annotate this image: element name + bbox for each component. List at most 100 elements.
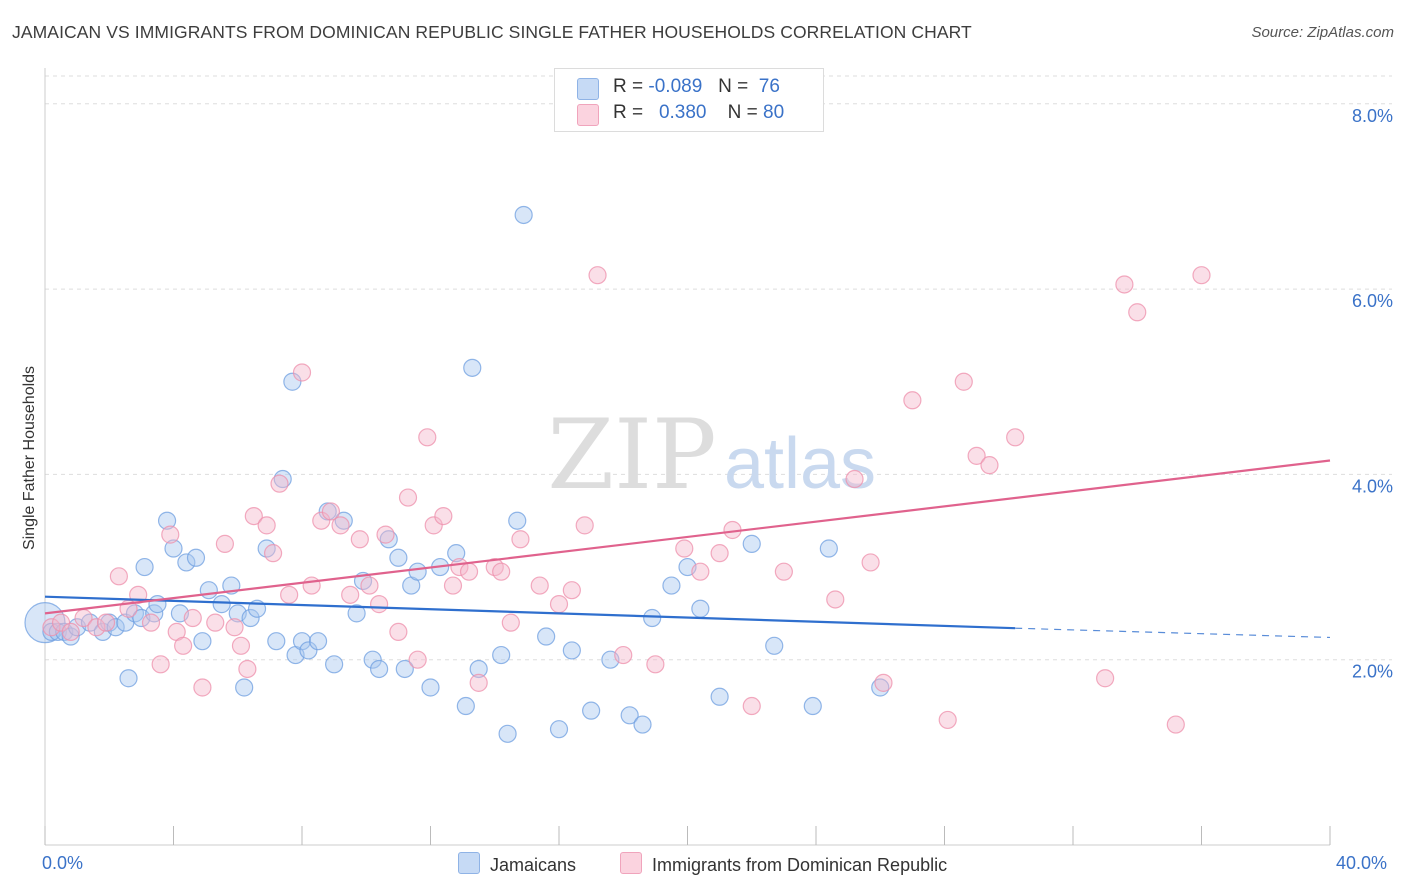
point-dominican bbox=[280, 585, 299, 604]
point-dominican bbox=[341, 585, 360, 604]
point-jamaicans bbox=[370, 659, 389, 679]
point-dominican bbox=[614, 645, 633, 665]
axes bbox=[44, 68, 1331, 846]
point-dominican bbox=[96, 613, 116, 632]
point-jamaicans bbox=[308, 632, 328, 651]
point-dominican bbox=[302, 576, 321, 595]
point-jamaicans bbox=[177, 553, 196, 572]
point-dominican bbox=[321, 502, 341, 521]
point-dominican bbox=[980, 456, 999, 475]
legend-item-jamaicans: Jamaicans bbox=[458, 852, 576, 876]
point-dominican bbox=[646, 655, 665, 674]
point-dominican bbox=[742, 696, 761, 716]
gridlines bbox=[45, 75, 1392, 661]
point-jamaicans bbox=[549, 720, 569, 739]
point-dominican bbox=[408, 650, 427, 669]
point-dominican bbox=[691, 562, 710, 581]
point-jamaicans bbox=[325, 655, 344, 674]
point-dominican bbox=[87, 618, 106, 637]
point-dominican bbox=[469, 673, 488, 692]
point-jamaicans bbox=[582, 701, 601, 720]
point-jamaicans bbox=[643, 608, 662, 628]
point-dominican bbox=[562, 581, 581, 600]
point-jamaicans bbox=[498, 724, 517, 743]
trend-jamaicans-extension bbox=[1015, 627, 1331, 639]
point-dominican bbox=[141, 613, 161, 632]
y-tick-labels: 2.0% 4.0% 6.0% 8.0% bbox=[1352, 106, 1393, 682]
point-dominican bbox=[675, 539, 694, 558]
point-dominican bbox=[331, 516, 350, 535]
x-tick-label-max: 40.0% bbox=[1336, 853, 1388, 873]
point-dominican bbox=[459, 562, 479, 581]
r-value: -0.089 bbox=[648, 76, 703, 97]
stats-text: R = -0.089 N = 76 bbox=[613, 76, 780, 97]
point-dominican bbox=[954, 372, 973, 391]
point-jamaicans bbox=[347, 604, 366, 623]
point-dominican bbox=[511, 530, 530, 549]
point-dominican bbox=[418, 428, 437, 447]
point-dominican bbox=[215, 534, 234, 553]
point-dominican bbox=[109, 567, 128, 586]
point-jamaicans bbox=[119, 669, 138, 688]
point-jamaicans bbox=[765, 636, 784, 655]
legend-swatch-dominican bbox=[620, 852, 642, 874]
point-jamaicans bbox=[157, 511, 177, 530]
point-jamaicans bbox=[408, 562, 427, 581]
point-dominican bbox=[257, 516, 276, 535]
point-jamaicans bbox=[212, 595, 231, 614]
point-dominican bbox=[1096, 669, 1115, 688]
point-dominican bbox=[1006, 428, 1025, 447]
point-dominican bbox=[492, 562, 511, 581]
point-jamaicans bbox=[447, 544, 466, 563]
point-dominican bbox=[376, 525, 395, 544]
point-jamaicans bbox=[742, 534, 761, 553]
point-jamaicans bbox=[283, 372, 302, 391]
point-dominican bbox=[1166, 715, 1185, 734]
y-tick-label: 8.0% bbox=[1352, 106, 1393, 126]
chart-title: JAMAICAN VS IMMIGRANTS FROM DOMINICAN RE… bbox=[12, 22, 972, 42]
point-dominican bbox=[193, 678, 212, 697]
point-jamaicans bbox=[299, 641, 318, 660]
point-dominican bbox=[292, 363, 312, 382]
n-value: 80 bbox=[763, 102, 785, 123]
point-jamaicans bbox=[186, 548, 206, 567]
trend-jamaicans bbox=[44, 595, 1016, 630]
x-tick-label-min: 0.0% bbox=[42, 853, 84, 873]
point-jamaicans bbox=[562, 641, 581, 660]
point-dominican bbox=[549, 595, 569, 614]
point-jamaicans bbox=[508, 511, 527, 530]
point-jamaicans bbox=[241, 608, 260, 628]
point-dominican bbox=[845, 469, 864, 489]
point-dominican bbox=[874, 673, 893, 692]
point-dominican bbox=[389, 622, 408, 642]
watermark: ZIP atlas bbox=[547, 399, 876, 511]
stats-text: R = 0.380 N = 80 bbox=[613, 102, 785, 123]
point-dominican bbox=[360, 576, 379, 595]
data-points bbox=[24, 205, 1211, 743]
point-dominican bbox=[774, 562, 793, 581]
point-dominican bbox=[710, 544, 729, 563]
point-jamaicans bbox=[620, 706, 639, 725]
point-jamaicans bbox=[193, 632, 212, 651]
point-dominican bbox=[575, 516, 594, 535]
point-dominican bbox=[826, 590, 845, 609]
point-jamaicans bbox=[710, 687, 729, 706]
point-dominican bbox=[443, 576, 463, 595]
point-dominican bbox=[1128, 303, 1147, 322]
y-tick-label: 6.0% bbox=[1352, 291, 1393, 311]
point-dominican bbox=[51, 613, 71, 632]
point-dominican bbox=[225, 618, 244, 637]
point-jamaicans bbox=[421, 678, 440, 697]
point-jamaicans bbox=[42, 622, 61, 642]
point-jamaicans bbox=[363, 650, 382, 669]
point-jamaicans bbox=[61, 627, 80, 646]
point-jamaicans bbox=[395, 659, 414, 679]
trend-lines bbox=[44, 459, 1331, 639]
point-jamaicans bbox=[514, 205, 533, 225]
y-tick-label: 2.0% bbox=[1352, 662, 1393, 682]
point-dominican bbox=[42, 618, 61, 637]
point-jamaicans bbox=[819, 539, 838, 558]
point-jamaicans bbox=[456, 696, 475, 716]
point-dominican bbox=[270, 474, 289, 493]
point-dominican bbox=[530, 576, 549, 595]
